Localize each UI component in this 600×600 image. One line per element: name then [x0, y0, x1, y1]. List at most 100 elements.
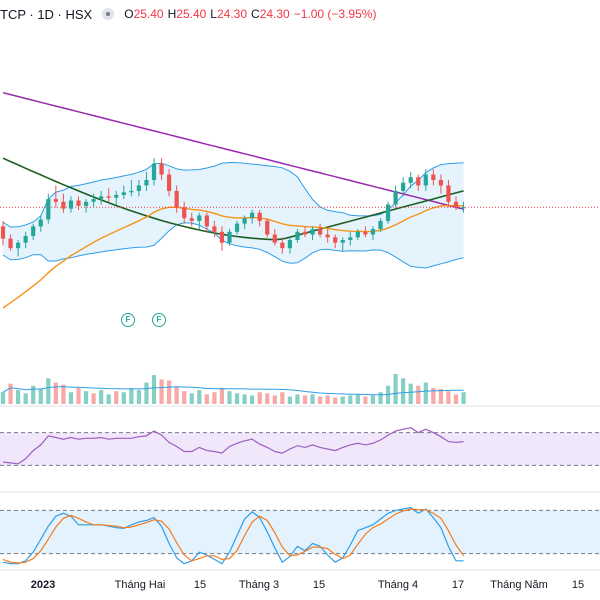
x-tick-label: 2023: [30, 579, 56, 591]
rsi-pane: [0, 427, 600, 466]
volume-bar: [68, 392, 74, 404]
volume-bar: [61, 384, 66, 404]
stochastic-pane: [0, 506, 600, 565]
candle-body: [423, 174, 428, 186]
volume-bar: [453, 394, 459, 404]
volume-bar: [106, 394, 111, 404]
candle-body: [38, 219, 43, 227]
volume-bar: [438, 389, 443, 404]
volume-bar: [204, 394, 209, 404]
close-label: C: [251, 7, 260, 21]
candle-body: [302, 231, 308, 235]
volume-bar: [174, 386, 179, 404]
candle-body: [287, 240, 292, 249]
volume-bar: [83, 391, 89, 404]
rsi-band-fill: [0, 432, 600, 466]
stoch-band-fill: [0, 510, 600, 554]
volume-bar: [99, 390, 104, 404]
symbol-title[interactable]: TCP · 1D · HSX: [0, 6, 93, 22]
volume-bar: [340, 396, 345, 404]
bollinger-lower-line: [2, 222, 464, 269]
candle-body: [461, 207, 466, 209]
candle-body: [61, 201, 66, 209]
volume-bar: [408, 383, 413, 404]
candle-body: [242, 218, 247, 224]
volume-bar: [182, 391, 187, 404]
volume-bar: [265, 393, 270, 404]
volume-bar: [219, 387, 225, 404]
bollinger-band-fill: [3, 162, 464, 268]
candle-body: [91, 199, 96, 202]
volume-ma-line: [2, 386, 464, 396]
candle-body: [363, 231, 368, 235]
earnings-flag-icon[interactable]: F: [152, 313, 166, 327]
low-value: 24.30: [216, 7, 248, 21]
volume-bar: [46, 378, 51, 404]
volume-bar: [272, 395, 277, 404]
symbol-legend: TCP · 1D · HSX O 25.40 H 25.40 L 24.30 C 24.…: [0, 5, 376, 23]
volume-bar: [280, 392, 285, 404]
volume-bar: [227, 391, 232, 404]
stoch-k-line: [2, 506, 464, 565]
eye-icon[interactable]: [102, 8, 115, 20]
earnings-flag-icon[interactable]: F: [121, 313, 135, 327]
x-tick-label: 15: [571, 579, 585, 591]
volume-bar: [348, 395, 353, 404]
volume-bar: [189, 393, 194, 404]
candle-body: [151, 163, 157, 180]
open-value: 25.40: [133, 7, 164, 21]
volume-bar: [197, 390, 202, 404]
candle-body: [385, 204, 391, 221]
volume-bar: [23, 393, 28, 404]
volume-bar: [129, 387, 134, 404]
x-tick-label: Tháng Năm: [490, 579, 548, 591]
volume-bar: [234, 393, 240, 404]
candle-body: [68, 200, 74, 209]
high-label: H: [167, 7, 177, 21]
volume-bar: [302, 395, 308, 404]
candle-body: [189, 218, 194, 221]
candlesticks: [0, 158, 466, 257]
x-tick-label: 15: [312, 579, 326, 591]
rsi-line: [2, 427, 464, 465]
volume-bar: [370, 395, 376, 404]
candle-body: [401, 182, 406, 191]
candle-body: [340, 240, 345, 243]
candle-body: [83, 201, 89, 206]
candle-body: [272, 234, 277, 243]
candle-body: [438, 180, 443, 186]
candle-body: [99, 196, 104, 200]
volume-bar: [159, 379, 164, 404]
candle-body: [280, 242, 285, 249]
x-tick-label: 17: [451, 579, 465, 591]
close-value: 24.30: [259, 7, 290, 21]
volume-bar: [461, 392, 466, 404]
candle-body: [318, 229, 323, 235]
candle-body: [16, 242, 21, 249]
candle-body: [416, 177, 421, 186]
volume-bar: [76, 387, 81, 404]
candle-body: [53, 199, 58, 202]
ma-short-line: [2, 204, 464, 309]
open-label: O: [124, 7, 134, 21]
volume-bar: [136, 390, 141, 404]
volume-bar: [310, 394, 315, 404]
volume-bar: [8, 383, 13, 404]
volume-bar: [38, 389, 43, 404]
candle-body: [174, 190, 179, 208]
candle-body: [31, 226, 36, 236]
low-label: L: [210, 7, 217, 21]
volume-bar: [212, 392, 217, 404]
x-tick-label: 15: [193, 579, 207, 591]
candle-body: [159, 163, 164, 175]
candle-body: [333, 237, 338, 243]
volume-bar: [333, 397, 338, 404]
volume-bar: [378, 392, 383, 404]
candle-body: [182, 207, 187, 219]
volume-bar: [416, 385, 421, 404]
volume-bars: [0, 374, 466, 404]
candle-body: [76, 200, 81, 206]
candle-body: [453, 201, 459, 208]
candle-body: [106, 196, 111, 198]
